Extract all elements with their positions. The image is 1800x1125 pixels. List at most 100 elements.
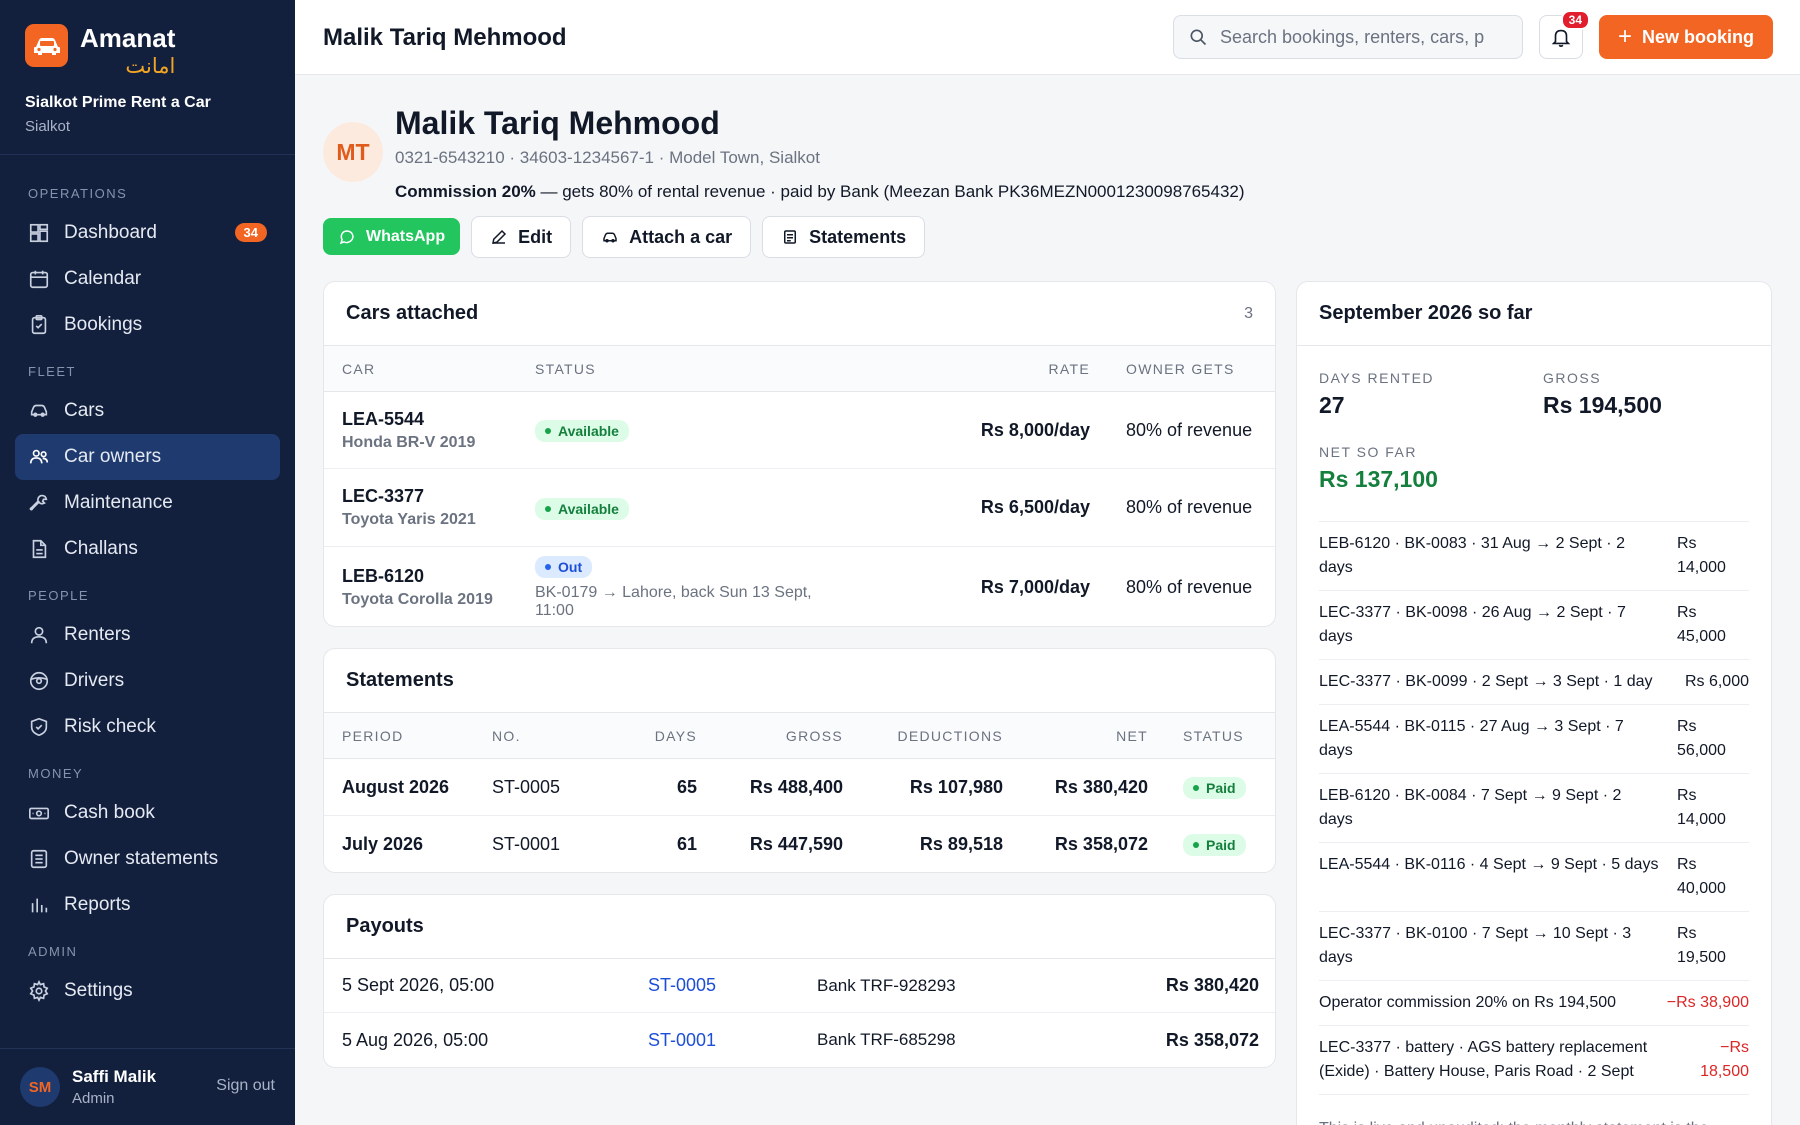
table-row[interactable]: 5 Sept 2026, 05:00 ST-0005 Bank TRF-9282… xyxy=(324,959,1275,1013)
list-item: LEC-3377 · BK-0100 · 7 Sept → 10 Sept · … xyxy=(1319,912,1749,981)
sidebar-item-label: Cars xyxy=(64,400,105,421)
company-info: Sialkot Prime Rent a Car Sialkot xyxy=(0,78,295,135)
owner-terms: Commission 20% — gets 80% of rental reve… xyxy=(395,182,1245,202)
statement-days: 65 xyxy=(676,776,697,797)
status-badge: Available xyxy=(535,497,629,520)
statements-button[interactable]: Statements xyxy=(762,216,926,258)
company-name: Sialkot Prime Rent a Car xyxy=(25,94,211,111)
ledger-description: LEA-5544 · BK-0116 · 4 Sept → 9 Sept · 5… xyxy=(1319,856,1659,873)
ledger-amount: Rs 45,000 xyxy=(1677,604,1726,645)
col-status: STATUS xyxy=(1183,727,1244,744)
statements-table-header: PERIOD NO. DAYS GROSS DEDUCTIONS NET STA… xyxy=(324,713,1275,759)
statement-deductions: Rs 107,980 xyxy=(909,776,1003,797)
document-icon xyxy=(32,539,47,559)
sidebar-item-calendar[interactable]: Calendar xyxy=(15,256,280,302)
notification-count-badge: 34 xyxy=(1560,10,1590,30)
ledger-amount: Rs 6,000 xyxy=(1684,673,1749,690)
statement-days: 61 xyxy=(676,833,697,854)
sidebar-item-cash-book[interactable]: Cash book xyxy=(15,790,280,836)
sidebar-item-dashboard[interactable]: Dashboard 34 xyxy=(15,210,280,256)
new-booking-label: New booking xyxy=(1642,26,1754,47)
sidebar-item-cars[interactable]: Cars xyxy=(15,388,280,434)
payout-date: 5 Aug 2026, 05:00 xyxy=(342,1029,489,1050)
user-bar: SM Saffi Malik Admin Sign out xyxy=(0,1048,295,1125)
table-row[interactable]: LEC-3377 Toyota Yaris 2021 Available Rs … xyxy=(324,469,1275,547)
notifications-button[interactable]: 34 xyxy=(1539,10,1590,59)
statement-net: Rs 380,420 xyxy=(1054,776,1148,797)
whatsapp-button[interactable]: WhatsApp xyxy=(323,218,461,255)
sidebar-item-label: Calendar xyxy=(64,268,142,289)
payout-amount: Rs 358,072 xyxy=(1165,1029,1259,1050)
sidebar-item-maintenance[interactable]: Maintenance xyxy=(15,480,280,526)
table-row[interactable]: August 2026 ST-0005 65 Rs 488,400 Rs 107… xyxy=(324,759,1275,816)
search-input[interactable] xyxy=(1220,26,1510,48)
attach-car-button[interactable]: Attach a car xyxy=(582,216,752,258)
new-booking-button[interactable]: + New booking xyxy=(1599,15,1773,59)
statement-period: August 2026 xyxy=(342,776,450,797)
payout-statement-link[interactable]: ST-0001 xyxy=(648,1029,717,1050)
ledger-description: LEB-6120 · BK-0084 · 7 Sept → 9 Sept · 2… xyxy=(1319,787,1622,828)
terms-detail: — gets 80% of rental revenue · paid by B… xyxy=(535,182,1245,201)
sidebar-item-owner-statements[interactable]: Owner statements xyxy=(15,836,280,882)
top-header: Malik Tariq Mehmood 34 + New booking xyxy=(295,0,1800,75)
cars-table-header: CAR STATUS RATE OWNER GETS xyxy=(324,346,1275,392)
brand-urdu-name: امانت xyxy=(125,54,176,78)
trip-note: BK-0179 → Lahore, back Sun 13 Sept, 11:0… xyxy=(535,584,812,619)
dashboard-icon xyxy=(29,223,49,243)
sidebar-item-label: Renters xyxy=(64,624,131,645)
sidebar-item-renters[interactable]: Renters xyxy=(15,612,280,658)
sidebar-item-label: Maintenance xyxy=(64,492,173,513)
sidebar-item-bookings[interactable]: Bookings xyxy=(15,302,280,348)
car-owner-gets: 80% of revenue xyxy=(1126,576,1253,597)
status-badge: Paid xyxy=(1183,777,1246,799)
table-row[interactable]: LEA-5544 Honda BR-V 2019 Available Rs 8,… xyxy=(324,392,1275,469)
table-row[interactable]: LEB-6120 Toyota Corolla 2019 Out BK-0179… xyxy=(324,547,1275,626)
sidebar-item-drivers[interactable]: Drivers xyxy=(15,658,280,704)
avatar[interactable]: SM xyxy=(20,1067,60,1107)
pencil-icon xyxy=(492,229,507,244)
sidebar-item-label: Bookings xyxy=(64,314,143,335)
sidebar-item-risk-check[interactable]: Risk check xyxy=(15,704,280,750)
wrench-icon xyxy=(29,494,48,511)
col-gross: GROSS xyxy=(785,727,843,744)
sidebar-divider xyxy=(0,154,295,155)
month-summary-card: September 2026 so far DAYS RENTED 27 GRO… xyxy=(1296,281,1772,1125)
search-icon xyxy=(1190,29,1207,46)
brand-name: Amanat xyxy=(80,23,176,53)
list-item: Operator commission 20% on Rs 194,500 −Rs… xyxy=(1319,981,1749,1026)
payout-statement-link[interactable]: ST-0005 xyxy=(648,975,717,995)
sidebar-item-reports[interactable]: Reports xyxy=(15,882,280,928)
statement-net: Rs 358,072 xyxy=(1054,833,1148,854)
ledger-description: LEC-3377 · BK-0098 · 26 Aug → 2 Sept · 7… xyxy=(1319,604,1626,645)
shield-icon xyxy=(30,717,48,737)
commission-label: Commission 20% xyxy=(395,182,536,201)
statement-deductions: Rs 89,518 xyxy=(919,833,1003,854)
brand[interactable]: Amanat امانت xyxy=(0,0,295,78)
edit-button[interactable]: Edit xyxy=(471,216,572,258)
sidebar-item-label: Settings xyxy=(64,980,133,1001)
sidebar-item-settings[interactable]: Settings xyxy=(15,968,280,1014)
month-summary-title: September 2026 so far xyxy=(1319,302,1533,324)
col-status: STATUS xyxy=(535,360,596,377)
list-item: LEC-3377 · BK-0099 · 2 Sept → 3 Sept · 1… xyxy=(1319,660,1749,705)
col-rate: RATE xyxy=(1048,360,1090,377)
ledger-amount: Rs 56,000 xyxy=(1677,718,1726,759)
whatsapp-label: WhatsApp xyxy=(366,227,446,245)
list-item: LEB-6120 · BK-0084 · 7 Sept → 9 Sept · 2… xyxy=(1319,774,1749,843)
list-item: LEC-3377 · BK-0098 · 26 Aug → 2 Sept · 7… xyxy=(1319,591,1749,660)
user-role: Admin xyxy=(72,1090,115,1107)
ledger-description: Operator commission 20% on Rs 194,500 xyxy=(1319,994,1617,1011)
sidebar-item-challans[interactable]: Challans xyxy=(15,526,280,572)
statements-card: Statements PERIOD NO. DAYS GROSS DEDUCTI… xyxy=(323,648,1276,873)
user-icon xyxy=(30,626,48,644)
sign-out-link[interactable]: Sign out xyxy=(216,1077,275,1094)
statement-icon xyxy=(784,230,797,244)
search-box[interactable] xyxy=(1173,15,1523,59)
col-net: NET xyxy=(1116,727,1148,744)
table-row[interactable]: 5 Aug 2026, 05:00 ST-0001 Bank TRF-68529… xyxy=(324,1013,1275,1067)
payout-reference: Bank TRF-928293 xyxy=(817,975,956,995)
page-title: Malik Tariq Mehmood xyxy=(323,24,567,51)
table-row[interactable]: July 2026 ST-0001 61 Rs 447,590 Rs 89,51… xyxy=(324,816,1275,872)
car-icon xyxy=(603,232,617,243)
sidebar-item-car-owners[interactable]: Car owners xyxy=(15,434,280,480)
